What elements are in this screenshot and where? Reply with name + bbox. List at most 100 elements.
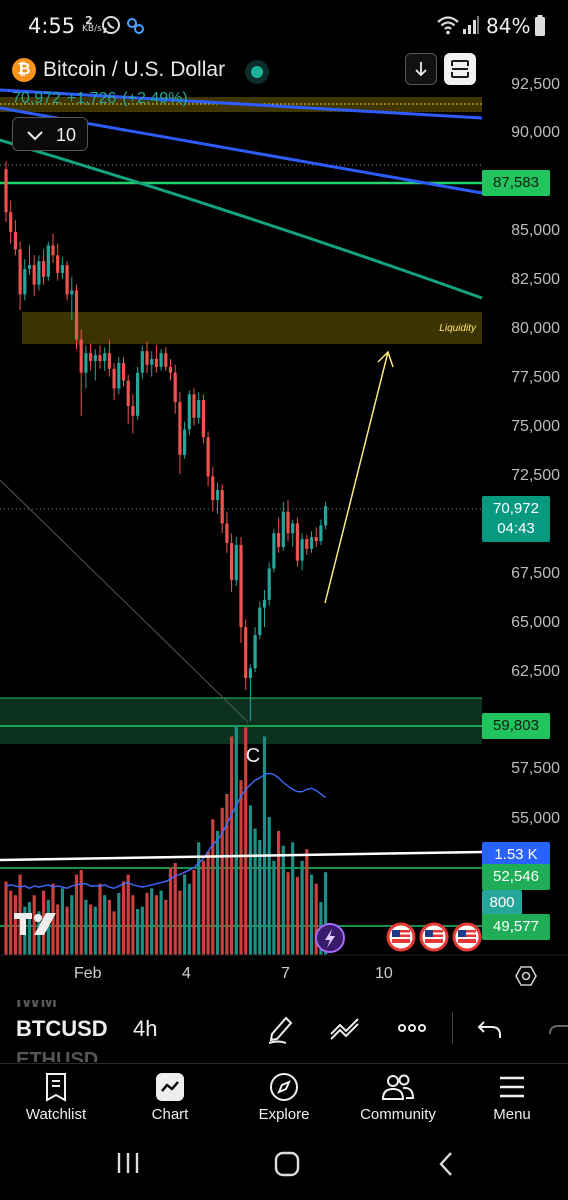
current-symbol[interactable]: BTCUSD: [16, 1016, 108, 1041]
interval-selector[interactable]: 4h: [133, 1016, 158, 1041]
market-status-indicator[interactable]: [245, 60, 269, 84]
candle: [70, 276, 74, 320]
projection-arrow: [324, 351, 389, 604]
candle-body: [93, 355, 97, 361]
indicators-icon: [328, 1018, 362, 1048]
chevron-down-icon: [25, 125, 45, 150]
nav-community[interactable]: Community: [348, 1070, 448, 1130]
candle-body: [239, 544, 243, 628]
volume-bar: [84, 899, 88, 955]
liquidity-zone: [22, 312, 482, 344]
back-button[interactable]: [436, 1150, 456, 1183]
price-change-percent: (+2.49%): [122, 90, 188, 107]
candle-body: [126, 380, 130, 407]
next-symbol[interactable]: ETHUSD: [16, 1049, 99, 1071]
symbol-title[interactable]: Bitcoin / U.S. Dollar: [43, 58, 226, 81]
candle-body: [51, 245, 55, 256]
candle: [126, 374, 130, 424]
nav-watchlist[interactable]: Watchlist: [6, 1070, 106, 1130]
candle-body: [314, 537, 318, 542]
price-tick: 90,000: [511, 124, 560, 141]
download-button[interactable]: [405, 53, 437, 85]
price-tick: 77,500: [511, 369, 560, 386]
volume-bar: [74, 874, 79, 955]
candle: [164, 347, 168, 371]
indicators-toggle-button[interactable]: 10: [12, 117, 88, 151]
candle: [248, 664, 252, 722]
candle-body: [281, 511, 285, 547]
candle-body: [98, 355, 102, 361]
volume-bar: [4, 881, 8, 955]
volume-bar: [168, 867, 173, 955]
volume-bar: [281, 845, 285, 955]
nav-explore[interactable]: Explore: [234, 1070, 334, 1130]
level-tag-59803: 59,803: [482, 713, 550, 739]
candle: [267, 562, 271, 606]
candle: [98, 345, 102, 369]
nav-label: Watchlist: [25, 1106, 87, 1123]
price-tick: 80,000: [511, 320, 560, 337]
candle-body: [197, 400, 201, 418]
prev-symbol[interactable]: IWM: [16, 990, 58, 1012]
volume-bar: [150, 888, 154, 955]
candle: [79, 329, 83, 416]
candle-body: [89, 353, 93, 361]
candle-body: [27, 265, 32, 269]
candle-body: [136, 372, 140, 416]
more-options-button[interactable]: [396, 1012, 428, 1049]
volume-bar: [286, 872, 290, 955]
axis-settings-button[interactable]: [514, 964, 538, 993]
undo-button[interactable]: [476, 1012, 504, 1049]
volume-bar: [239, 780, 243, 955]
trendline-blue-upper: [0, 88, 483, 120]
candle: [159, 349, 163, 371]
redo-button[interactable]: [546, 1012, 568, 1049]
volume-bar: [192, 869, 196, 955]
drawing-tool-button[interactable]: [266, 1012, 296, 1049]
candle: [18, 241, 22, 311]
indicators-button[interactable]: [328, 1012, 362, 1049]
candle: [206, 431, 210, 487]
candle-body: [187, 394, 191, 430]
volume-bar: [107, 899, 111, 955]
candle-body: [37, 261, 41, 285]
volume-bar: [27, 902, 32, 955]
volume-bar: [79, 869, 83, 955]
candle: [32, 255, 36, 297]
price-tick: 82,500: [511, 271, 560, 288]
nav-chart[interactable]: Chart: [120, 1070, 220, 1130]
price-chart[interactable]: Liquidity C: [0, 0, 568, 960]
fullscreen-button[interactable]: [444, 53, 476, 85]
candle-body: [9, 212, 13, 232]
volume-bar: [272, 860, 276, 955]
candle-body: [173, 372, 177, 403]
pencil-icon: [266, 1016, 296, 1048]
status-time: 4:55: [28, 14, 76, 38]
price-tick: 85,000: [511, 222, 560, 239]
candle-body: [183, 429, 187, 455]
volume-bar: [65, 906, 69, 955]
candle: [314, 527, 318, 547]
candle-body: [74, 290, 79, 340]
more-horizontal-icon: [396, 1024, 428, 1048]
candle: [305, 535, 309, 555]
signal-icon: [462, 14, 480, 41]
candle-body: [211, 476, 215, 500]
candle: [286, 499, 290, 542]
candle-body: [56, 255, 60, 273]
battery-percent: 84%: [486, 14, 531, 38]
volume-bar: [324, 872, 328, 955]
candle: [154, 345, 158, 373]
candle-body: [215, 490, 220, 500]
last-price-tag: 70,972 04:43: [482, 496, 550, 542]
time-tick: 10: [375, 965, 393, 982]
candle: [225, 511, 229, 553]
nav-menu[interactable]: Menu: [462, 1070, 562, 1130]
candle: [291, 519, 295, 547]
candle: [107, 339, 111, 377]
volume-bar: [201, 860, 205, 955]
home-button[interactable]: [273, 1150, 301, 1183]
candle: [253, 627, 257, 673]
community-icon: [348, 1070, 448, 1104]
recent-apps-button[interactable]: [116, 1150, 140, 1181]
